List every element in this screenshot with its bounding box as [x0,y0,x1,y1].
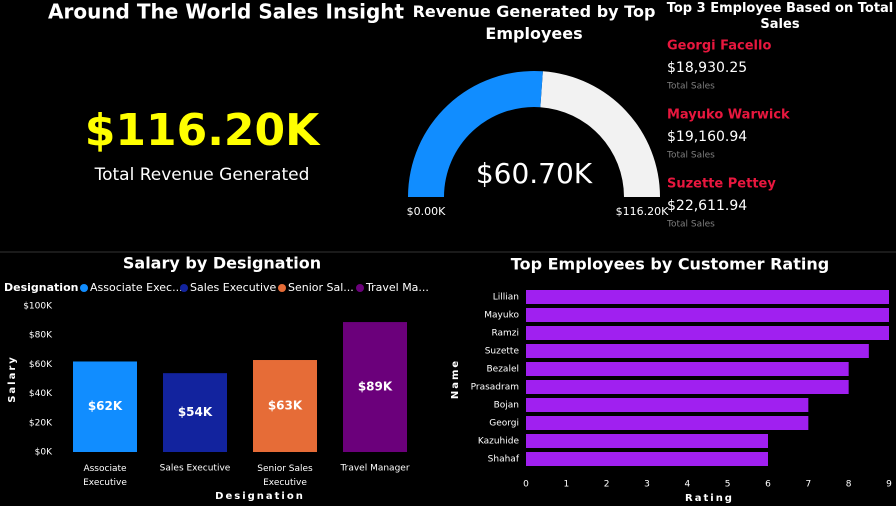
x-tick-label: 1 [563,480,569,490]
chart-title: Salary by Designation [123,254,321,273]
bar [526,308,889,322]
employee-sales: $18,930.25 [667,60,747,76]
x-tick-label: 0 [523,480,529,490]
y-tick-label: Lillian [493,293,519,303]
y-axis-title: Name [450,359,461,399]
bar [526,326,889,340]
y-tick-label: Shahaf [488,455,520,465]
legend-swatch [80,284,88,292]
y-tick-label: $80K [29,331,53,341]
y-tick-label: $20K [29,418,53,428]
gauge-tick-label: $0.00K [407,205,446,218]
bar [343,322,407,452]
legend-swatch [356,284,364,292]
x-tick-label: 7 [805,480,811,490]
bar [526,362,849,376]
legend-swatch [278,284,286,292]
bar-value-label: $54K [178,405,213,419]
gauge-tick-label: $116.20K [616,205,669,218]
y-tick-label: Suzette [485,347,520,357]
bar-value-label: $62K [88,399,123,413]
legend-swatch [180,284,188,292]
bar [526,416,809,430]
x-tick-label: 2 [604,480,610,490]
employee-name: Suzette Pettey [667,177,776,192]
bar [526,398,809,412]
x-tick-label: 8 [846,480,852,490]
gauge-value: $60.70K [476,157,593,190]
employee-name: Mayuko Warwick [667,108,790,123]
y-tick-label: Ramzi [491,329,519,339]
gauge-track [540,71,660,197]
x-tick-label: 3 [644,480,650,490]
employee-sales: $19,160.94 [667,129,747,145]
legend-label: Travel Ma... [365,281,429,294]
chart-title: Revenue Generated by Top Employees [413,2,656,43]
dashboard-title: Around The World Sales Insight [48,0,405,24]
bar-value-label: $89K [358,380,393,394]
employee-caption: Total Sales [666,82,715,92]
legend-label: Senior Sal... [288,281,354,294]
y-tick-label: Georgi [489,419,519,429]
employee-name: Georgi Facello [667,39,771,54]
x-tick-label: 5 [725,480,731,490]
kpi-label: Total Revenue Generated [94,165,310,185]
employee-caption: Total Sales [666,220,715,230]
bar [163,373,227,452]
y-tick-label: Prasadram [471,383,519,393]
bar [526,452,768,466]
employee-sales: $22,611.94 [667,198,747,214]
card-title: Top 3 Employee Based on Total Sales [667,1,894,32]
y-tick-label: Mayuko [484,311,519,321]
bar [73,361,137,452]
x-tick-label: Travel Manager [339,464,409,474]
legend-title: Designation [4,281,78,294]
y-tick-label: $40K [29,389,53,399]
y-tick-label: $0K [35,448,53,458]
y-tick-label: $60K [29,360,53,370]
bar [526,344,869,358]
x-tick-label: Associate Executive [83,464,127,488]
gauge-value-arc [408,70,543,197]
x-tick-label: 6 [765,480,771,490]
legend-label: Associate Exec... [90,281,183,294]
y-axis-title: Salary [7,355,18,403]
y-tick-label: Bezalel [487,365,520,375]
bar [526,290,889,304]
bar-value-label: $63K [268,399,303,413]
bar [526,380,849,394]
x-tick-label: 4 [684,480,690,490]
employee-caption: Total Sales [666,151,715,161]
kpi-value: $116.20K [85,105,321,156]
x-axis-title: Rating [685,493,734,504]
x-tick-label: 9 [886,480,892,490]
x-tick-label: Sales Executive [160,464,231,474]
bar [253,360,317,452]
x-tick-label: Senior Sales Executive [257,464,313,488]
y-tick-label: $100K [23,302,53,312]
y-tick-label: Kazuhide [478,437,520,447]
bar [526,434,768,448]
y-tick-label: Bojan [494,401,519,411]
x-axis-title: Designation [215,491,305,502]
legend-label: Sales Executive [190,281,277,294]
chart-title: Top Employees by Customer Rating [511,255,829,274]
